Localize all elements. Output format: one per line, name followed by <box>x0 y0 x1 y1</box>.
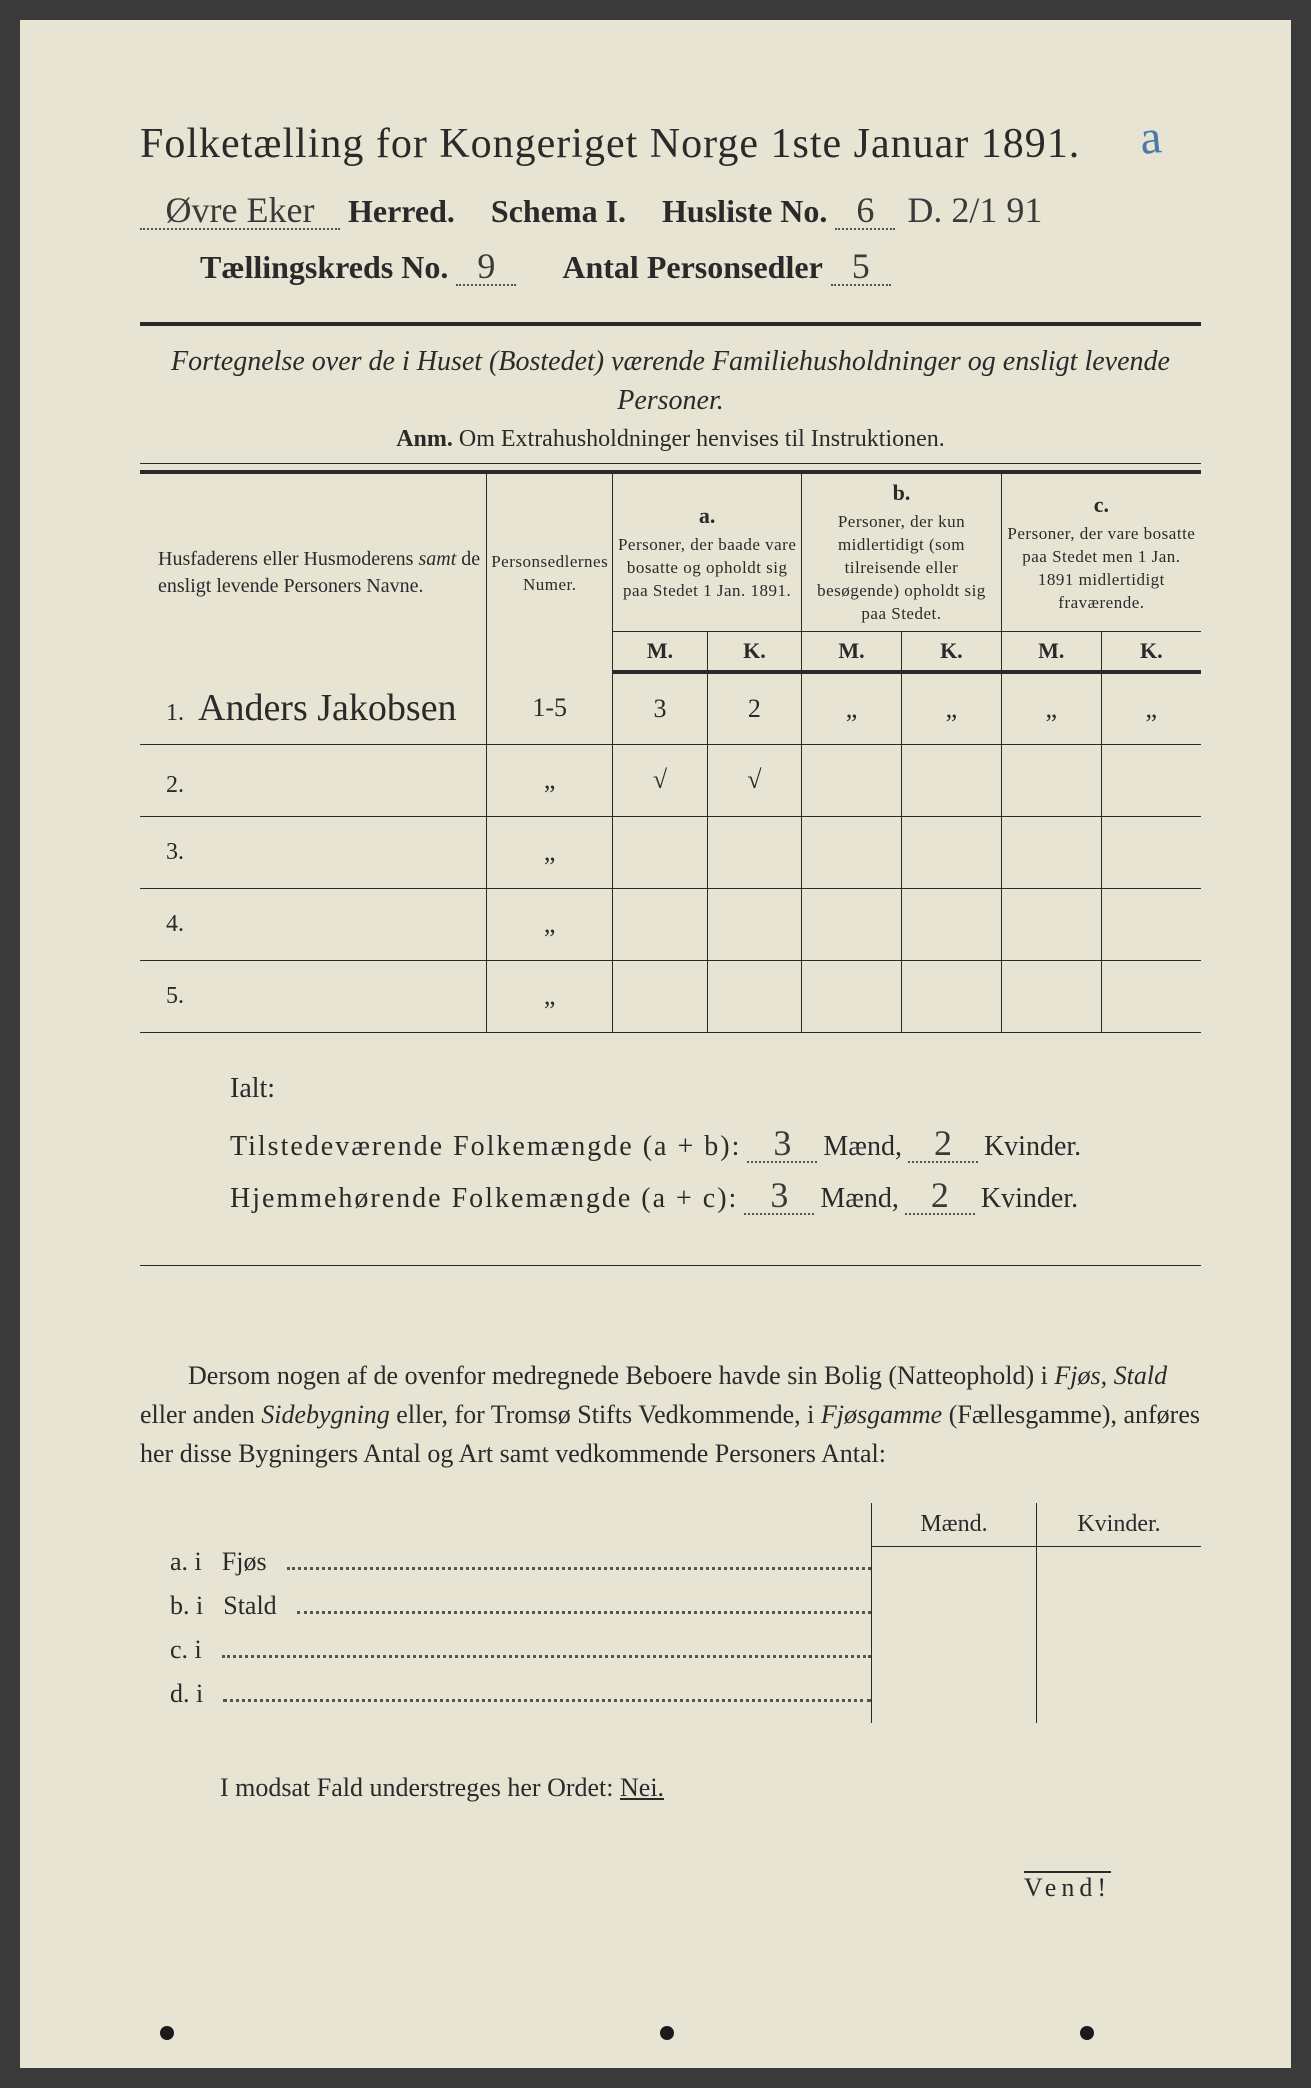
cell-bm: „ <box>802 672 902 744</box>
present-men: 3 <box>747 1125 817 1163</box>
totals-block: Ialt: Tilstedeværende Folkemængde (a + b… <box>140 1073 1201 1215</box>
ialt-label: Ialt: <box>230 1073 1201 1105</box>
corner-annotation: a <box>1137 109 1163 166</box>
resident-women: 2 <box>905 1177 975 1215</box>
col-a-header: a. Personer, der baade vare bosatte og o… <box>613 472 802 632</box>
cell-numer: „ <box>487 888 613 960</box>
date-fraction: D. 2/1 91 <box>903 192 1046 228</box>
fortegnelse-text: Fortegnelse over de i Huset (Bostedet) v… <box>140 342 1201 420</box>
table-row: 1.Anders Jakobsen 1-5 3 2 „ „ „ „ <box>140 672 1201 744</box>
herred-label: Herred. <box>348 193 455 230</box>
outbuilding-women-col: Kvinder. <box>1036 1503 1201 1723</box>
kreds-label: Tællingskreds No. <box>200 249 448 286</box>
rule <box>140 463 1201 464</box>
outbuilding-row: c. i <box>140 1635 871 1665</box>
cell-cm <box>1001 744 1101 816</box>
table-body: 1.Anders Jakobsen 1-5 3 2 „ „ „ „ 2. „ √… <box>140 672 1201 1032</box>
outbuilding-note: Dersom nogen af de ovenfor medregnede Be… <box>140 1356 1201 1473</box>
present-women: 2 <box>908 1125 978 1163</box>
punch-hole-icon <box>160 2026 174 2040</box>
cell-am: 3 <box>613 672 707 744</box>
col-c-k: K. <box>1101 632 1201 673</box>
col-b-m: M. <box>802 632 902 673</box>
husliste-value: 6 <box>835 192 895 230</box>
outbuilding-row: d. i <box>140 1679 871 1709</box>
cell-numer: „ <box>487 960 613 1032</box>
schema-label: Schema I. <box>491 193 626 230</box>
table-row: 5. „ <box>140 960 1201 1032</box>
antal-value: 5 <box>831 248 891 286</box>
col-b-header: b. Personer, der kun midlertidigt (som t… <box>802 472 1002 632</box>
nei-word: Nei. <box>620 1773 664 1802</box>
cell-bk: „ <box>901 672 1001 744</box>
cell-ak: √ <box>707 744 801 816</box>
header-line-1: Øvre Eker Herred. Schema I. Husliste No.… <box>140 192 1201 230</box>
col-a-m: M. <box>613 632 707 673</box>
cell-numer: „ <box>487 744 613 816</box>
form-title: Folketælling for Kongeriget Norge 1ste J… <box>140 120 1201 168</box>
table-row: 4. „ <box>140 888 1201 960</box>
turn-over-label: Vend! <box>140 1873 1201 1903</box>
cell-am: √ <box>613 744 707 816</box>
outbuilding-table: a. i Fjøs b. i Stald c. i d. i Mænd. <box>140 1503 1201 1723</box>
anm-prefix: Anm. <box>396 426 453 452</box>
husliste-label: Husliste No. <box>662 193 827 230</box>
kreds-value: 9 <box>456 248 516 286</box>
table-row: 3. „ <box>140 816 1201 888</box>
cell-bm <box>802 744 902 816</box>
household-table: Husfaderens eller Husmoderens samt de en… <box>140 470 1201 1033</box>
cell-cm: „ <box>1001 672 1101 744</box>
anm-line: Anm. Om Extrahusholdninger henvises til … <box>140 426 1201 453</box>
antal-label: Antal Personsedler <box>562 249 822 286</box>
table-row: 2. „ √ √ <box>140 744 1201 816</box>
col-c-header: c. Personer, der vare bosatte paa Stedet… <box>1001 472 1201 632</box>
punch-hole-icon <box>660 2026 674 2040</box>
cell-bk <box>901 744 1001 816</box>
cell-numer: 1-5 <box>487 672 613 744</box>
resident-population-line: Hjemmehørende Folkemængde (a + c): 3 Mæn… <box>230 1177 1201 1215</box>
resident-men: 3 <box>744 1177 814 1215</box>
rule <box>140 322 1201 326</box>
person-name: Anders Jakobsen <box>198 687 457 729</box>
col-c-m: M. <box>1001 632 1101 673</box>
col-names-header: Husfaderens eller Husmoderens samt de en… <box>140 472 487 672</box>
outbuilding-row: b. i Stald <box>140 1591 871 1621</box>
col-numer-header: Personsedlernes Numer. <box>487 472 613 672</box>
header-line-2: Tællingskreds No. 9 Antal Personsedler 5 <box>140 248 1201 286</box>
census-form-page: a Folketælling for Kongeriget Norge 1ste… <box>20 20 1291 2068</box>
cell-ak: 2 <box>707 672 801 744</box>
rule <box>140 1265 1201 1266</box>
outbuilding-row: a. i Fjøs <box>140 1547 871 1577</box>
punch-hole-icon <box>1080 2026 1094 2040</box>
cell-ck <box>1101 744 1201 816</box>
col-b-k: K. <box>901 632 1001 673</box>
cell-numer: „ <box>487 816 613 888</box>
herred-value: Øvre Eker <box>140 192 340 230</box>
cell-ck: „ <box>1101 672 1201 744</box>
col-a-k: K. <box>707 632 801 673</box>
outbuilding-men-col: Mænd. <box>871 1503 1036 1723</box>
anm-text: Om Extrahusholdninger henvises til Instr… <box>459 426 945 452</box>
negation-line: I modsat Fald understreges her Ordet: Ne… <box>140 1773 1201 1803</box>
present-population-line: Tilstedeværende Folkemængde (a + b): 3 M… <box>230 1125 1201 1163</box>
